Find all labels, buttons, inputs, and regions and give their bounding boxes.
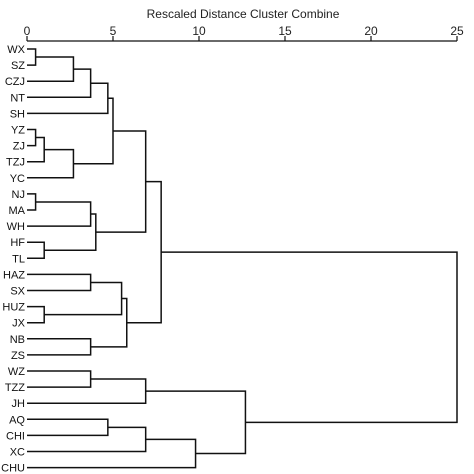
leaf-label: SZ bbox=[11, 60, 25, 72]
leaf-label: SH bbox=[10, 108, 25, 120]
dendrogram-link bbox=[27, 418, 109, 437]
dendrogram-link bbox=[27, 148, 75, 179]
dendrogram-link bbox=[27, 68, 92, 99]
leaf-label: CHI bbox=[6, 430, 25, 442]
x-tick-label: 5 bbox=[110, 24, 117, 38]
leaf-label: TL bbox=[12, 253, 25, 265]
leaf-label: CZJ bbox=[5, 76, 25, 88]
dendrogram-link bbox=[27, 338, 92, 356]
dendrogram-link bbox=[27, 193, 37, 211]
x-tick-label: 10 bbox=[192, 24, 206, 38]
dendrogram-link bbox=[27, 370, 92, 388]
leaf-label: WH bbox=[7, 221, 25, 233]
leaf-label: ZS bbox=[11, 350, 25, 362]
dendrogram-link bbox=[27, 438, 197, 469]
leaf-label: WX bbox=[7, 44, 25, 56]
leaf-label: YC bbox=[10, 173, 25, 185]
dendrogram-link bbox=[27, 426, 147, 453]
leaf-label: TZJ bbox=[6, 157, 25, 169]
dendrogram-link bbox=[27, 305, 45, 324]
x-tick-label: 25 bbox=[450, 24, 464, 38]
dendrogram-link bbox=[44, 213, 97, 251]
x-tick-label: 20 bbox=[364, 24, 378, 38]
leaf-label: HUZ bbox=[2, 302, 25, 314]
dendrogram-link bbox=[161, 251, 458, 424]
leaf-label: AQ bbox=[9, 414, 25, 426]
leaf-label: JX bbox=[12, 318, 26, 330]
axis-title: Rescaled Distance Cluster Combine bbox=[147, 7, 340, 21]
x-axis: 0 5 10 15 20 25 bbox=[24, 24, 464, 42]
leaf-label: JH bbox=[12, 398, 26, 410]
dendrogram-link bbox=[44, 281, 123, 316]
leaf-label: XC bbox=[10, 447, 25, 459]
leaf-label: NT bbox=[10, 92, 25, 104]
dendrogram-link bbox=[27, 378, 147, 404]
dendrogram-link bbox=[126, 180, 162, 324]
dendrogram-link bbox=[27, 273, 92, 292]
leaf-label: ZJ bbox=[13, 141, 25, 153]
leaf-labels: WX SZ CZJ NT SH YZ ZJ TZJ YC NJ MA WH HF TL HAZ SX HUZ JX… bbox=[1, 44, 26, 474]
x-tick-label: 0 bbox=[24, 24, 31, 38]
leaf-label: MA bbox=[9, 205, 26, 217]
leaf-label: HF bbox=[10, 237, 25, 249]
dendrogram-link bbox=[73, 97, 114, 165]
dendrogram-link bbox=[95, 130, 147, 233]
leaf-label: NJ bbox=[12, 189, 25, 201]
leaf-label: CHU bbox=[1, 463, 25, 474]
x-tick-label: 15 bbox=[278, 24, 292, 38]
leaf-label: TZZ bbox=[5, 382, 25, 394]
leaf-label: WZ bbox=[8, 366, 25, 378]
leaf-label: NB bbox=[10, 334, 25, 346]
dendrogram-link bbox=[27, 82, 109, 115]
dendrogram-link bbox=[27, 56, 75, 82]
dendrogram-link bbox=[27, 48, 37, 66]
leaf-label: YZ bbox=[11, 125, 25, 137]
leaf-label: SX bbox=[10, 286, 25, 298]
dendrogram-link bbox=[27, 201, 92, 227]
dendrogram-links bbox=[27, 48, 458, 469]
leaf-label: HAZ bbox=[3, 269, 25, 281]
dendrogram-link bbox=[27, 128, 37, 147]
dendrogram-link bbox=[27, 241, 45, 260]
